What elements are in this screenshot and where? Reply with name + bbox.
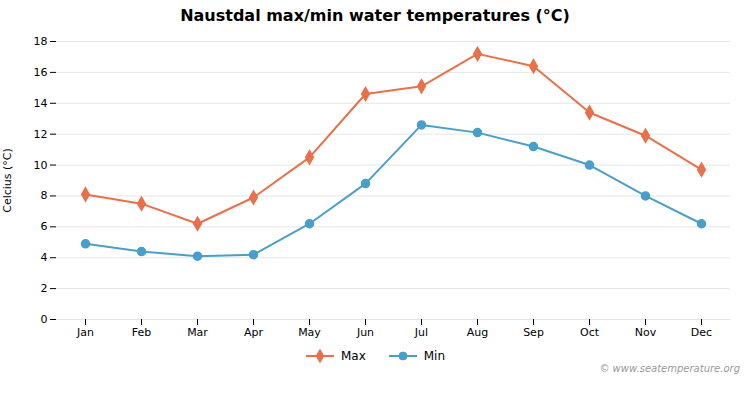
svg-text:May: May [298,326,321,339]
svg-text:Oct: Oct [580,326,600,339]
svg-text:12: 12 [34,128,48,141]
svg-text:Dec: Dec [691,326,712,339]
svg-text:10: 10 [34,159,48,172]
html-text:Naustdal max/min water tempera: Naustdal max/min water temperatures (°C) [180,6,570,25]
svg-text:Feb: Feb [132,326,151,339]
svg-text:14: 14 [34,97,48,110]
html-text:© www.seatemperature.org: © www.seatemperature.org [599,363,740,374]
svg-text:Jul: Jul [414,326,428,339]
svg-text:Apr: Apr [244,326,264,339]
svg-text:Sep: Sep [523,326,544,339]
svg-text:Celcius (°C): Celcius (°C) [1,148,14,213]
svg-text:Mar: Mar [187,326,208,339]
svg-text:Aug: Aug [467,326,488,339]
svg-text:Jun: Jun [356,326,374,339]
svg-text:18: 18 [34,35,48,48]
svg-text:6: 6 [41,220,48,233]
html-text:Max: Max [340,349,366,363]
svg-text:0: 0 [41,313,48,326]
svg-text:4: 4 [41,251,48,264]
svg-text:2: 2 [41,282,48,295]
svg-text:8: 8 [41,189,48,202]
svg-text:Jan: Jan [76,326,94,339]
svg-text:16: 16 [34,66,48,79]
svg-text:Nov: Nov [635,326,657,339]
html-text:Min: Min [423,349,445,363]
